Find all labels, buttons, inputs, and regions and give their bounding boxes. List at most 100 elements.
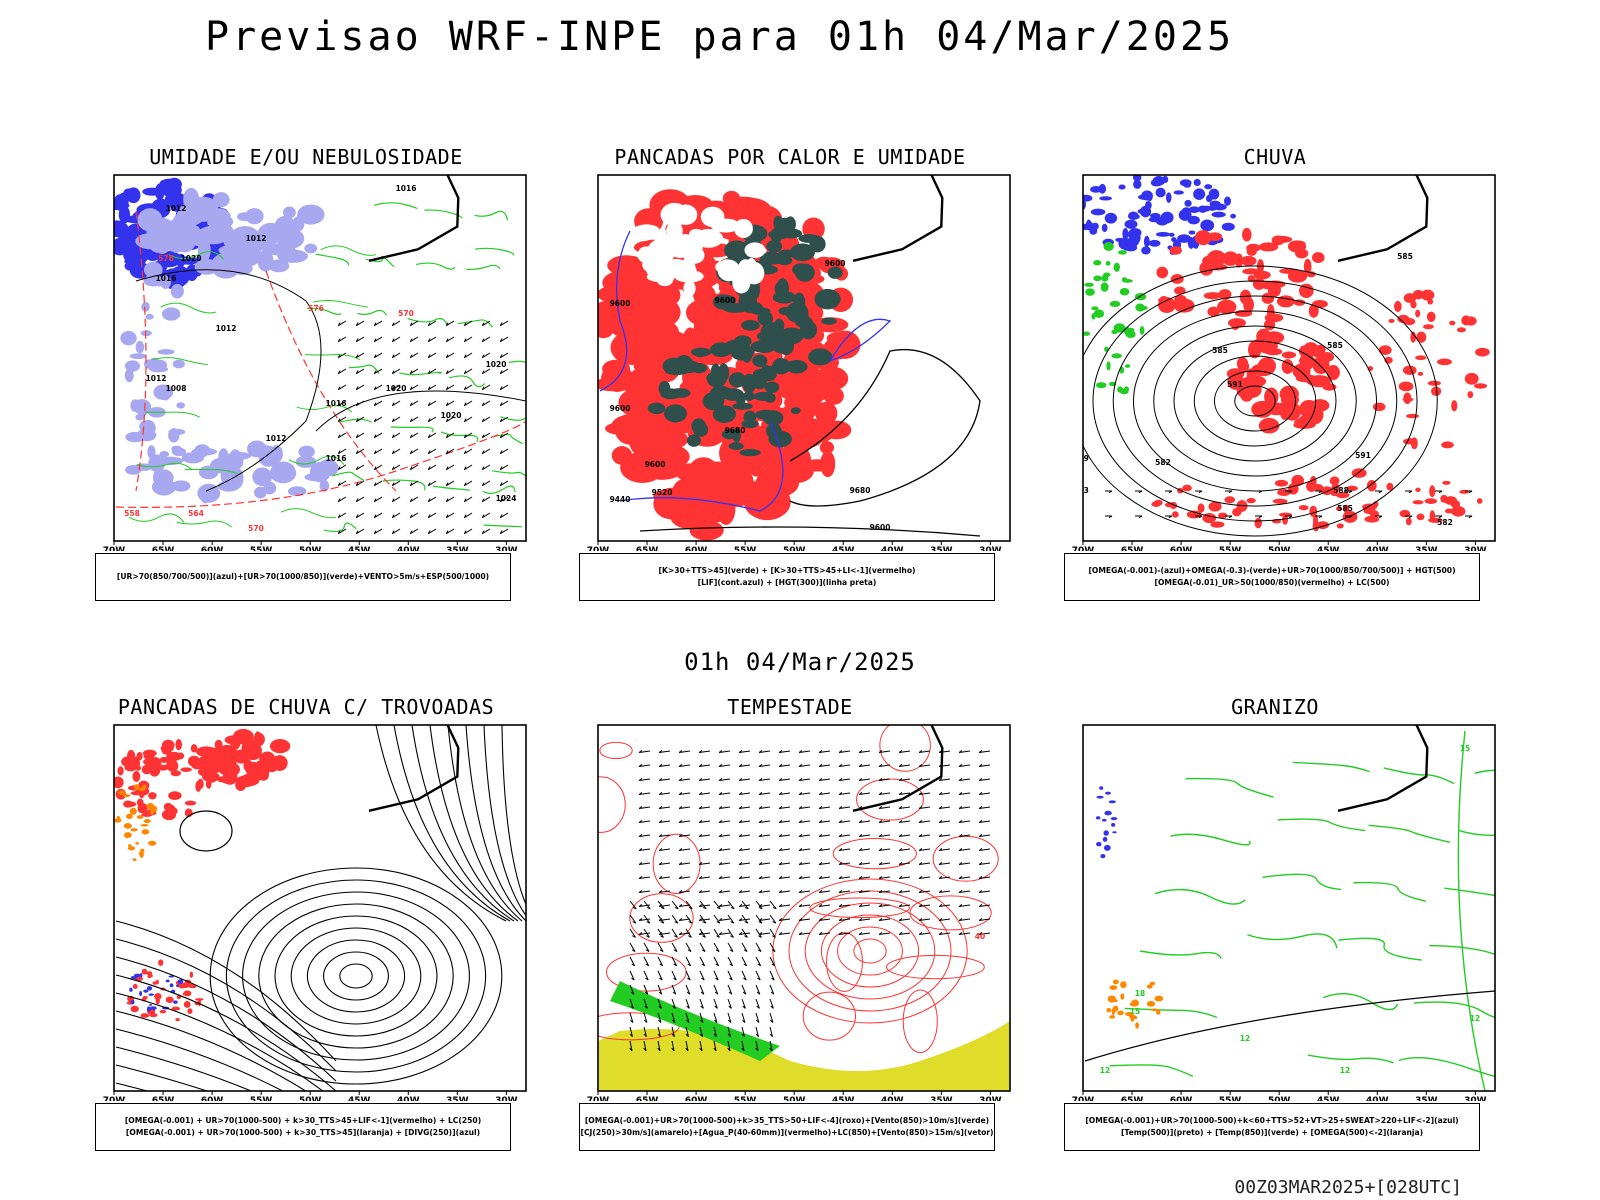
wind-vector bbox=[939, 834, 951, 838]
lon-tick-label: 60W bbox=[685, 546, 708, 551]
wind-vector bbox=[838, 764, 843, 767]
shading-blob bbox=[1412, 500, 1424, 505]
wind-vector bbox=[373, 434, 377, 438]
shading-blob bbox=[127, 846, 136, 851]
shading-blob bbox=[739, 449, 761, 457]
map-border bbox=[597, 724, 1011, 1092]
wind-vector bbox=[629, 942, 636, 952]
map-background bbox=[114, 725, 526, 1091]
wind-vector bbox=[741, 942, 748, 952]
shading-blob bbox=[1129, 1001, 1139, 1007]
wind-vector bbox=[879, 820, 891, 824]
contour-label: 12 bbox=[1470, 1014, 1480, 1023]
shading-blob bbox=[136, 815, 144, 819]
shading-blob bbox=[1186, 510, 1202, 519]
shading-blob bbox=[1099, 196, 1113, 201]
shading-blob bbox=[716, 493, 736, 525]
water-contour bbox=[853, 938, 887, 964]
humidity-contour bbox=[307, 307, 342, 315]
wind-vector bbox=[778, 876, 783, 879]
shading-blob bbox=[132, 983, 138, 989]
wind-vector bbox=[698, 862, 703, 865]
shading-blob bbox=[1449, 320, 1456, 326]
shading-blob bbox=[1417, 371, 1424, 376]
wind-vector bbox=[838, 876, 843, 879]
wind-vector bbox=[409, 418, 413, 422]
wind-vector bbox=[798, 764, 803, 767]
shading-blob bbox=[169, 983, 174, 988]
wind-vector bbox=[738, 792, 743, 795]
humidity-contour bbox=[415, 262, 456, 270]
shading-blob bbox=[744, 242, 766, 258]
wind-vector bbox=[918, 806, 923, 809]
shading-blob bbox=[147, 445, 156, 459]
shading-blob bbox=[1294, 417, 1318, 427]
wind-vector bbox=[939, 778, 951, 782]
wind-vector bbox=[427, 434, 431, 438]
wind-vector bbox=[685, 914, 693, 924]
wind-vector bbox=[755, 1040, 759, 1051]
shading-blob bbox=[1416, 331, 1427, 343]
wind-vector bbox=[818, 904, 823, 907]
shading-blob bbox=[227, 748, 239, 763]
shading-blob bbox=[138, 787, 146, 792]
wind-vector bbox=[838, 848, 843, 851]
streamline bbox=[225, 879, 487, 1073]
wind-vector bbox=[464, 496, 473, 503]
wind-vector bbox=[638, 862, 643, 865]
shading-blob bbox=[1141, 246, 1151, 255]
shading-blob bbox=[1128, 213, 1140, 220]
fields: 40 bbox=[598, 725, 1010, 1091]
wind-vector bbox=[713, 1026, 717, 1037]
panel-granizo: GRANIZO 1512121815121212S15S18S21S24S27S… bbox=[1045, 695, 1515, 1175]
shading-blob bbox=[1416, 513, 1425, 521]
shading-blob bbox=[1156, 266, 1169, 279]
wind-vector bbox=[657, 970, 663, 981]
wind-vector bbox=[958, 890, 963, 893]
wind-vector bbox=[410, 336, 419, 343]
shading-blob bbox=[1268, 407, 1285, 416]
wind-vector bbox=[699, 750, 711, 754]
streamline bbox=[483, 725, 526, 917]
wind-vector bbox=[779, 890, 791, 894]
shading-blob bbox=[674, 270, 704, 283]
contour-label: 15 bbox=[1130, 1007, 1140, 1016]
wind-vector bbox=[859, 750, 871, 754]
contour-label: 573 bbox=[1073, 486, 1089, 495]
wind-vector bbox=[769, 1040, 773, 1051]
shading-blob bbox=[1246, 497, 1256, 504]
wind-vector bbox=[500, 336, 509, 343]
streamline-arrow bbox=[1198, 515, 1203, 519]
wind-vector bbox=[446, 320, 455, 327]
shading-blob bbox=[695, 461, 740, 489]
wind-vector bbox=[373, 466, 377, 470]
shading-blob bbox=[1467, 391, 1474, 399]
shading-blob bbox=[173, 1000, 178, 1004]
panel-legend: [OMEGA(-0.001)+UR>70(1000-500)+k>35_TTS>… bbox=[579, 1103, 995, 1151]
shading-blob bbox=[719, 259, 736, 276]
shading-blob bbox=[133, 973, 142, 977]
wind-vector bbox=[755, 1033, 759, 1038]
wind-vector bbox=[639, 778, 651, 782]
shading-blob bbox=[1103, 830, 1109, 836]
shading-blob bbox=[164, 192, 187, 206]
wind-vector bbox=[778, 890, 783, 893]
wind-vector bbox=[657, 984, 663, 995]
wind-vector bbox=[702, 907, 707, 910]
shading-blob bbox=[1091, 313, 1096, 320]
wind-vector bbox=[428, 336, 437, 343]
wind-vector bbox=[658, 862, 663, 865]
wind-vector bbox=[879, 904, 891, 908]
shading-blob bbox=[1155, 187, 1166, 198]
contour-label: 585 bbox=[1397, 252, 1413, 261]
panel-legend: [UR>70(850/700/500)](azul)+[UR>70(1000/8… bbox=[95, 553, 511, 601]
wind-vector bbox=[673, 949, 678, 953]
map-chuva: 58559158558258858558259158557957312S15S1… bbox=[1072, 174, 1496, 551]
temp-850-contour bbox=[1247, 933, 1338, 949]
wind-vector bbox=[699, 970, 705, 981]
shading-blob bbox=[1091, 306, 1099, 311]
wind-vector bbox=[769, 970, 775, 981]
shading-blob bbox=[1298, 345, 1311, 358]
wind-vector bbox=[643, 914, 651, 924]
wind-vector bbox=[779, 834, 791, 838]
